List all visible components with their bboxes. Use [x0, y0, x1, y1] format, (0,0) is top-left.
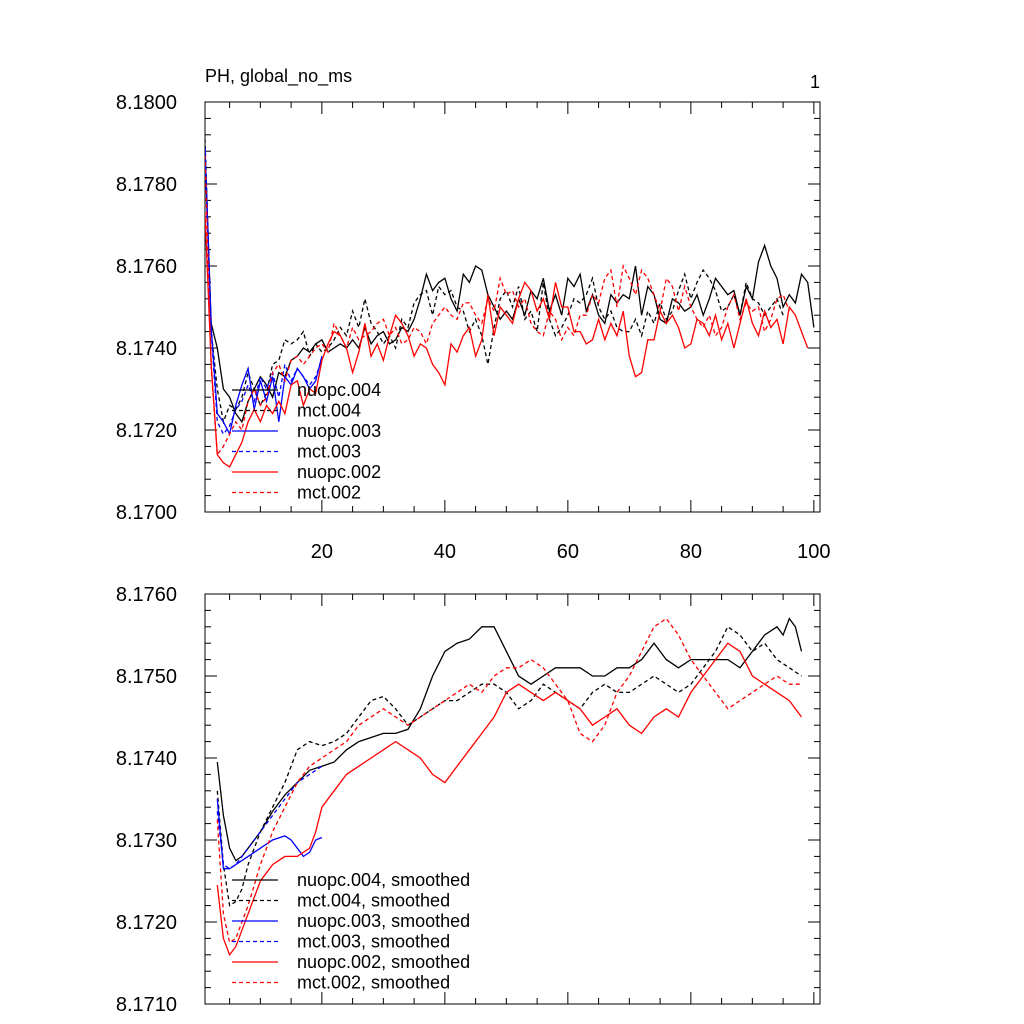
- panel1-legend-label: mct.004: [297, 401, 361, 421]
- panel2-series-mct-002-smoothed: [216, 617, 802, 944]
- panel1-y-tick-label: 8.1800: [116, 92, 177, 114]
- bottom-panel: 8.1710 8.1720 8.1730 8.1740 8.1750 8.1760 nuop…: [116, 584, 821, 1016]
- panel2-legend-label: nuopc.002, smoothed: [297, 952, 470, 972]
- panel1-x-tick-label: 80: [680, 541, 702, 563]
- panel2-series-nuopc-002-smoothed: [216, 642, 803, 957]
- panel2-y-tick-label: 8.1730: [116, 830, 177, 852]
- panel1-legend-label: nuopc.004: [297, 380, 381, 400]
- panel2-legend-label: mct.002, smoothed: [297, 973, 450, 993]
- panel2-y-tick-label: 8.1710: [116, 994, 177, 1016]
- panel1-x-tick-label: 60: [557, 541, 579, 563]
- panel2-series-mct-003-smoothed: [216, 765, 323, 870]
- top-panel: 8.1700 8.1720 8.1740 8.1760 8.1780 8.1800 20 40…: [116, 66, 831, 563]
- panel1-x-tick-label: 20: [311, 541, 333, 563]
- panel2-y-tick-label: 8.1760: [116, 584, 177, 606]
- panel1-x-tick-label: 100: [797, 541, 830, 563]
- panel1-y-tick-label: 8.1760: [116, 256, 177, 278]
- panel2-legend-label: nuopc.004, smoothed: [297, 870, 470, 890]
- panel2-series-nuopc-004-smoothed: [216, 617, 803, 862]
- panel2-series-mct-004-smoothed: [216, 625, 802, 907]
- panel1-y-tick-label: 8.1780: [116, 174, 177, 196]
- panel1-y-tick-label: 8.1700: [116, 502, 177, 524]
- panel2-legend-label: nuopc.003, smoothed: [297, 911, 470, 931]
- panel2-series-nuopc-003-smoothed: [216, 798, 323, 870]
- panel1-corner-label: 1: [810, 72, 820, 92]
- panel1-legend-label: mct.002: [297, 483, 361, 503]
- panel1-y-tick-label: 8.1720: [116, 420, 177, 442]
- panel1-legend-label: nuopc.002: [297, 462, 381, 482]
- panel1-series-nuopc-002: [205, 212, 809, 468]
- panel2-legend-label: mct.003, smoothed: [297, 932, 450, 952]
- panel2-y-tick-label: 8.1720: [116, 912, 177, 934]
- panel2-y-tick-label: 8.1740: [116, 748, 177, 770]
- panel1-legend-label: nuopc.003: [297, 421, 381, 441]
- panel2-y-tick-label: 8.1750: [116, 666, 177, 688]
- panel1-title: PH, global_no_ms: [205, 66, 352, 87]
- panel1-series-mct-003: [205, 151, 323, 436]
- panel1-series-mct-004: [205, 138, 784, 425]
- panel1-legend-label: mct.003: [297, 442, 361, 462]
- panel2-plot-frame: [204, 593, 821, 1005]
- panel1-y-tick-label: 8.1740: [116, 338, 177, 360]
- panel1-plot-frame: [204, 101, 821, 513]
- panel2-legend-label: mct.004, smoothed: [297, 891, 450, 911]
- panel1-series-nuopc-004: [205, 147, 815, 424]
- panel1-x-tick-label: 40: [434, 541, 456, 563]
